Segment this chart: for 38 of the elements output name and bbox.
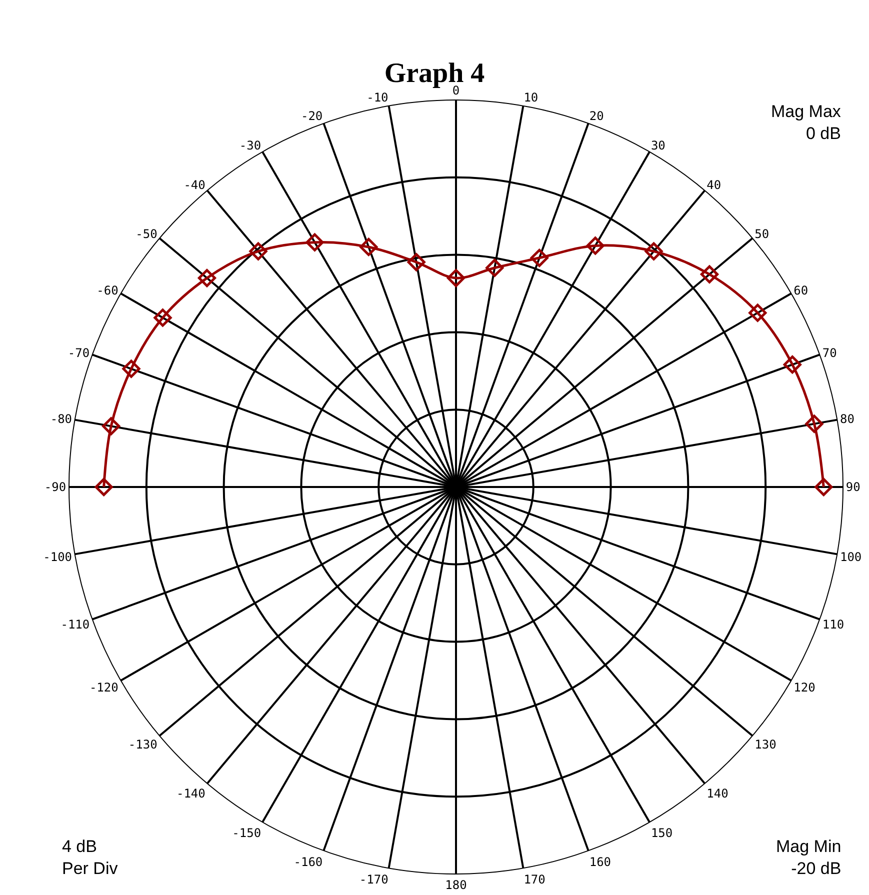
text: Mag Max 0 dB <box>771 102 842 144</box>
spoke-label: 180 <box>445 878 467 892</box>
spoke-label: 130 <box>754 738 776 752</box>
spoke-label: -50 <box>136 227 158 242</box>
spoke-label: -30 <box>239 138 262 152</box>
spoke-label: -130 <box>128 738 158 752</box>
spoke-label: 150 <box>650 826 673 840</box>
spoke-label: -150 <box>232 826 262 840</box>
spoke-label: 50 <box>754 227 770 242</box>
spoke-label: -60 <box>96 283 118 298</box>
spoke-label: 90 <box>846 480 860 494</box>
spoke-label: -10 <box>366 90 388 104</box>
spoke-label: 20 <box>589 108 604 123</box>
spoke-label: 70 <box>822 346 837 360</box>
spoke-label: -170 <box>359 872 388 887</box>
spoke-label: -90 <box>44 480 66 494</box>
spoke-label: 30 <box>650 138 666 152</box>
spoke-label: 100 <box>840 550 862 564</box>
text: 4 dB Per Div <box>62 837 118 878</box>
spoke-label: -120 <box>89 680 118 695</box>
spoke-label: -80 <box>50 412 72 426</box>
spoke-label: 60 <box>794 283 808 298</box>
spoke-label: -140 <box>176 786 206 801</box>
spoke-label: 170 <box>524 872 546 887</box>
spoke-label: 80 <box>840 412 854 426</box>
spoke-label: 40 <box>706 178 722 192</box>
spoke-label: 140 <box>706 786 728 801</box>
spoke-label: 110 <box>822 617 844 632</box>
spoke-label: -100 <box>43 550 72 564</box>
spoke-label: 10 <box>524 90 538 104</box>
spoke-label: -110 <box>60 617 90 632</box>
spoke-label: 160 <box>589 855 612 870</box>
spoke-label: 120 <box>794 680 816 695</box>
spoke-label: -70 <box>68 346 90 360</box>
spoke-label: -40 <box>184 178 206 192</box>
text: Mag Min -20 dB <box>776 837 842 878</box>
spoke-label: -160 <box>294 855 323 870</box>
spoke-label: -20 <box>300 108 323 123</box>
